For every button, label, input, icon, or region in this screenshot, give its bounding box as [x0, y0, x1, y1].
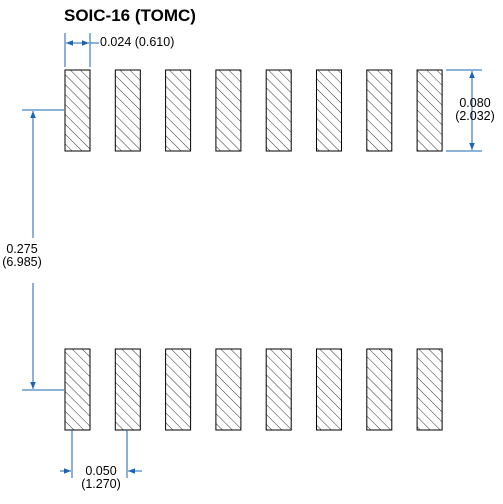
- bottom-row-pad: [416, 348, 443, 431]
- pitch-dimension: [60, 430, 142, 478]
- bottom-row-pad: [114, 348, 141, 431]
- pad-width-label: 0.024 (0.610): [100, 35, 175, 49]
- bottom-row-pad: [215, 348, 242, 431]
- top-row-pad: [64, 69, 91, 152]
- bottom-row-pad: [366, 348, 393, 431]
- pad-width-dimension: [64, 33, 99, 67]
- top-row-pad: [416, 69, 443, 152]
- bottom-row-pad: [64, 348, 91, 431]
- top-row-pad: [165, 69, 192, 152]
- pad-length-dimension: [446, 69, 482, 152]
- bottom-row-pad: [265, 348, 292, 431]
- top-row-pad: [316, 69, 342, 152]
- pad-row-top: [64, 69, 443, 152]
- top-row-pad: [366, 69, 393, 152]
- bottom-row-pad: [165, 348, 192, 431]
- top-row-pad: [114, 69, 141, 152]
- top-row-pad: [215, 69, 242, 152]
- pitch-label: 0.050 (1.270): [81, 464, 121, 491]
- top-row-pad: [265, 69, 292, 152]
- pad-row-bottom: [64, 348, 443, 431]
- drawing-title: SOIC-16 (TOMC): [64, 6, 196, 25]
- pad-length-label: 0.080 (2.032): [455, 96, 495, 123]
- row-spacing-dimension: [22, 109, 64, 391]
- bottom-row-pad: [316, 348, 342, 431]
- row-spacing-label: 0.275 (6.985): [2, 242, 42, 269]
